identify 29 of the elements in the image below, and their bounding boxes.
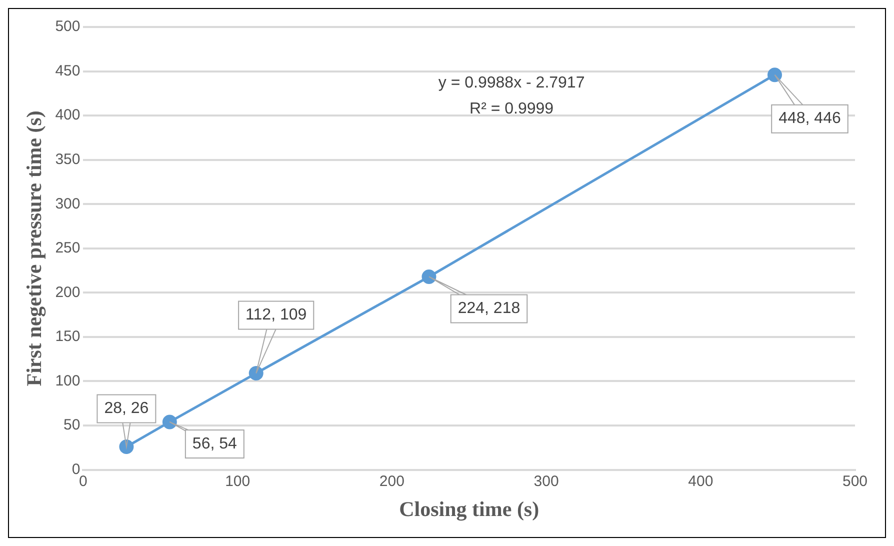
- y-tick-label: 200: [55, 284, 80, 301]
- point: [248, 366, 264, 381]
- data-label: 448, 446: [778, 110, 841, 128]
- y-tick-label: 300: [55, 195, 80, 212]
- x-tick-label: 100: [225, 472, 250, 490]
- y-tick-label: 100: [55, 372, 80, 390]
- annotation: y = 0.9988x - 2.7917: [438, 74, 585, 92]
- data-label: 112, 109: [246, 306, 307, 324]
- y-tick-label: 450: [55, 62, 80, 80]
- data-label: 28, 26: [104, 400, 149, 418]
- y-tick-label: 0: [72, 460, 80, 478]
- point: [162, 414, 177, 430]
- y-tick-label: 350: [55, 150, 80, 168]
- annotation: R² = 0.9999: [470, 100, 554, 118]
- x-tick-label: 500: [842, 472, 868, 490]
- y-tick-label: 500: [55, 18, 80, 36]
- x-tick-label: 300: [534, 472, 559, 490]
- y-axis-title: First negetive pressure time (s): [22, 110, 46, 386]
- data-label: 56, 54: [192, 435, 238, 452]
- data-label: 224, 218: [458, 300, 520, 318]
- point: [422, 269, 436, 284]
- x-tick-label: 400: [688, 472, 714, 490]
- x-axis-title: Closing time (s): [399, 496, 540, 521]
- point: [767, 68, 782, 82]
- y-tick-label: 50: [64, 416, 80, 434]
- y-tick-label: 250: [55, 240, 80, 257]
- x-tick-label: 200: [379, 472, 404, 490]
- y-tick-label: 150: [55, 328, 80, 346]
- y-tick-label: 400: [55, 106, 80, 124]
